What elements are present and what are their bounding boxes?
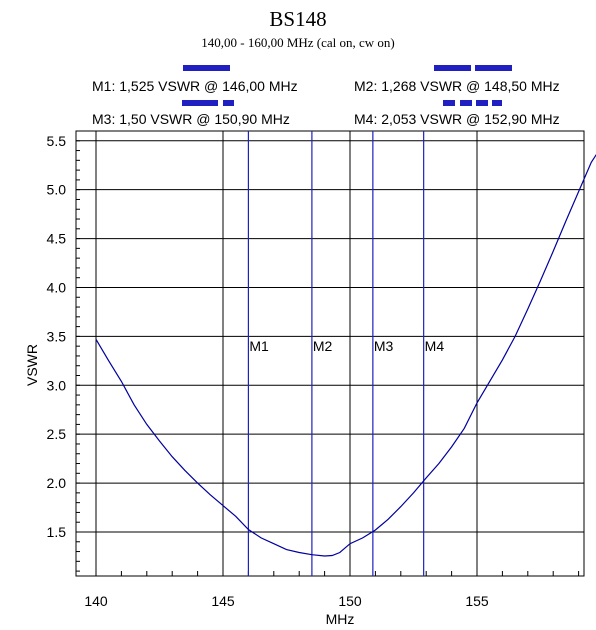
x-axis-label: MHz [326,611,355,627]
chart-subtitle: 140,00 - 160,00 MHz (cal on, cw on) [201,35,395,50]
marker-label-m3: M3 [374,338,394,354]
marker-legend-swatches [182,65,512,106]
legend-swatch-m2-b [475,65,512,71]
plot-frame [75,130,585,577]
y-tick-label: 5.0 [47,182,67,198]
legend-swatch-m4-a [443,100,455,106]
marker-m2-readout: M2: 1,268 VSWR @ 148,50 MHz [354,78,560,94]
marker-label-m1: M1 [249,338,269,354]
y-tick-label: 4.5 [47,231,67,247]
legend-swatch-m3-b [223,100,234,106]
x-tick-label: 145 [211,593,235,609]
y-tick-label: 1.5 [47,524,67,540]
legend-swatch-m1 [183,65,230,71]
y-axis-label: VSWR [24,344,40,386]
legend-swatch-m4-d [492,100,502,106]
y-tick-label: 3.0 [47,377,67,393]
marker-m4-readout: M4: 2,053 VSWR @ 152,90 MHz [354,111,560,127]
marker-m3-readout: M3: 1,50 VSWR @ 150,90 MHz [92,111,290,127]
y-tick-label: 4.0 [47,279,67,295]
legend-swatch-m4-c [476,100,488,106]
y-tick-label: 5.5 [47,133,67,149]
chart-title: BS148 [269,7,327,31]
x-tick-label: 150 [338,593,362,609]
x-tick-label: 155 [465,593,489,609]
y-tick-label: 2.5 [47,426,67,442]
marker-label-m4: M4 [425,338,445,354]
y-tick-label: 2.0 [47,475,67,491]
marker-label-m2: M2 [313,338,333,354]
vswr-curve [95,153,596,557]
x-tick-label: 140 [84,593,108,609]
marker-m1-readout: M1: 1,525 VSWR @ 146,00 MHz [92,78,298,94]
legend-swatch-m4-b [460,100,472,106]
legend-swatch-m3-a [182,100,218,106]
legend-swatch-m2-a [434,65,471,71]
y-tick-label: 3.5 [47,328,67,344]
